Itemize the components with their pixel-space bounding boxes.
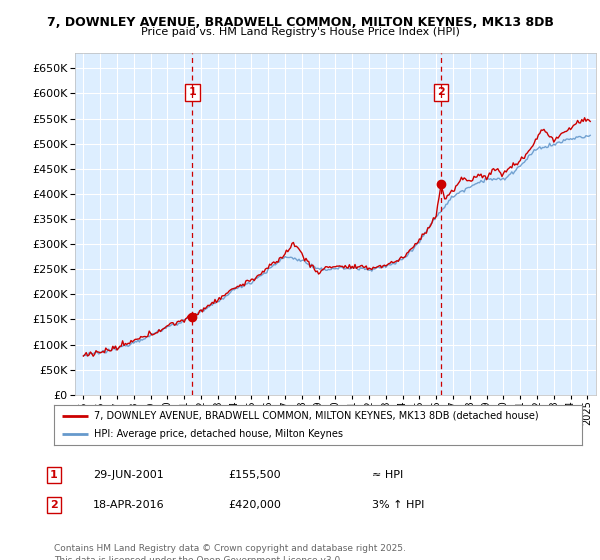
Text: 2: 2 bbox=[437, 87, 445, 97]
Text: Contains HM Land Registry data © Crown copyright and database right 2025.
This d: Contains HM Land Registry data © Crown c… bbox=[54, 544, 406, 560]
Text: 2: 2 bbox=[50, 500, 58, 510]
Text: 7, DOWNLEY AVENUE, BRADWELL COMMON, MILTON KEYNES, MK13 8DB (detached house): 7, DOWNLEY AVENUE, BRADWELL COMMON, MILT… bbox=[94, 411, 538, 421]
Text: Price paid vs. HM Land Registry's House Price Index (HPI): Price paid vs. HM Land Registry's House … bbox=[140, 27, 460, 37]
Text: 18-APR-2016: 18-APR-2016 bbox=[93, 500, 164, 510]
Text: 1: 1 bbox=[188, 87, 196, 97]
Text: £420,000: £420,000 bbox=[228, 500, 281, 510]
Text: ≈ HPI: ≈ HPI bbox=[372, 470, 403, 480]
Text: 29-JUN-2001: 29-JUN-2001 bbox=[93, 470, 164, 480]
Text: HPI: Average price, detached house, Milton Keynes: HPI: Average price, detached house, Milt… bbox=[94, 430, 343, 439]
Text: 3% ↑ HPI: 3% ↑ HPI bbox=[372, 500, 424, 510]
Text: £155,500: £155,500 bbox=[228, 470, 281, 480]
Text: 1: 1 bbox=[50, 470, 58, 480]
Text: 7, DOWNLEY AVENUE, BRADWELL COMMON, MILTON KEYNES, MK13 8DB: 7, DOWNLEY AVENUE, BRADWELL COMMON, MILT… bbox=[47, 16, 553, 29]
